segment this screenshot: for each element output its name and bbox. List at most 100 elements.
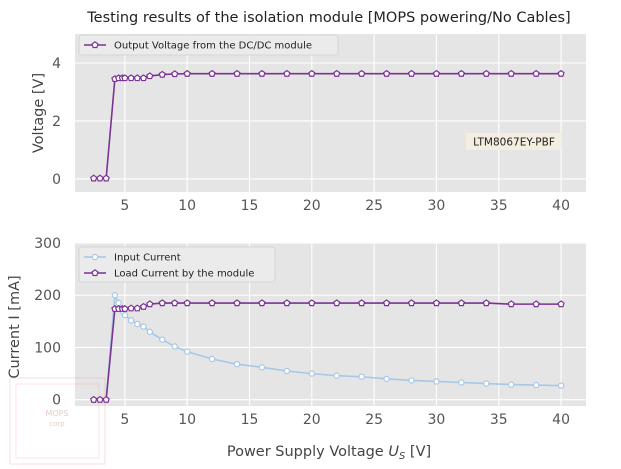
data-point xyxy=(482,69,490,77)
data-point xyxy=(115,299,122,307)
data-point xyxy=(111,292,119,299)
current-y-axis-label: Current I [mA] xyxy=(7,275,23,378)
data-point xyxy=(333,299,341,307)
annotation-text: LTM8067EY-PBF xyxy=(473,137,555,149)
data-point xyxy=(139,302,148,310)
data-point xyxy=(283,299,291,307)
data-point xyxy=(382,299,391,307)
legend-entry-output-voltage: Output Voltage from the DC/DC module xyxy=(84,41,312,52)
watermark-inner-frame xyxy=(15,383,100,459)
data-point xyxy=(432,299,441,307)
data-point xyxy=(258,364,266,371)
legend-label: Input Current xyxy=(114,253,181,264)
data-point xyxy=(407,69,416,77)
data-point xyxy=(102,395,110,403)
data-point xyxy=(333,372,340,379)
current-x-axis-label: Power Supply Voltage US [V] xyxy=(227,444,431,462)
x-tick-label: 30 xyxy=(428,198,446,214)
data-point xyxy=(258,299,266,307)
data-point xyxy=(171,70,179,78)
current-y-ticks: 0 100 200 300 xyxy=(34,236,61,409)
voltage-x-ticks: 5 10 15 20 25 30 35 40 xyxy=(120,198,570,214)
y-tick-label: 4 xyxy=(52,56,61,72)
voltage-chart: 5 10 15 20 25 30 35 40 0 2 4 Voltage [V] LTM8067E… xyxy=(31,34,586,214)
data-point xyxy=(557,69,565,77)
x-tick-label: 30 xyxy=(428,412,446,428)
data-point xyxy=(146,300,154,308)
data-point xyxy=(557,382,565,389)
data-point xyxy=(133,74,141,82)
data-point xyxy=(233,361,241,368)
data-point xyxy=(158,299,166,307)
data-point xyxy=(258,69,266,77)
data-point xyxy=(134,320,141,328)
data-point xyxy=(408,377,415,384)
watermark-logo: MOPS corp xyxy=(9,377,106,465)
data-point xyxy=(432,69,441,77)
series-load-current-by-the-module xyxy=(90,299,565,403)
data-point xyxy=(308,370,316,377)
legend-entry-load-current: Load Current by the module xyxy=(84,269,254,280)
data-point xyxy=(532,381,540,389)
data-point xyxy=(233,69,241,77)
voltage-plot-area xyxy=(75,34,586,192)
data-point xyxy=(283,69,291,77)
data-point xyxy=(208,355,216,363)
current-chart: 5 10 15 20 25 30 35 40 0 100 200 300 Current I [mA… xyxy=(7,236,586,462)
x-tick-label: 5 xyxy=(120,198,129,214)
legend-swatch-marker xyxy=(91,41,99,49)
data-point xyxy=(146,72,154,80)
data-point xyxy=(171,343,178,350)
y-tick-label: 0 xyxy=(52,172,61,188)
data-point xyxy=(183,299,191,307)
x-tick-label: 25 xyxy=(365,198,383,214)
watermark-text-2: corp xyxy=(49,420,65,428)
data-point xyxy=(171,299,179,307)
legend-label: Output Voltage from the DC/DC module xyxy=(114,41,312,52)
x-tick-label: 15 xyxy=(241,198,259,214)
y-tick-label: 200 xyxy=(34,288,61,304)
current-grid xyxy=(75,242,586,406)
current-series xyxy=(90,292,565,403)
current-x-ticks: 5 10 15 20 25 30 35 40 xyxy=(120,412,570,428)
y-tick-label: 300 xyxy=(34,236,61,252)
y-tick-label: 0 xyxy=(52,393,61,409)
data-point xyxy=(333,69,341,77)
data-point xyxy=(133,304,141,312)
data-point xyxy=(532,300,540,308)
data-point xyxy=(127,74,135,82)
data-point xyxy=(383,375,390,383)
data-point xyxy=(358,69,366,77)
data-point xyxy=(382,69,391,77)
data-point xyxy=(183,69,191,77)
data-point xyxy=(96,395,104,403)
current-legend: Input Current Load Current by the module xyxy=(78,246,276,283)
watermark-frame xyxy=(9,377,106,465)
x-tick-label: 10 xyxy=(178,412,196,428)
x-tick-label: 35 xyxy=(490,198,508,214)
data-point xyxy=(146,328,153,336)
x-tick-label: 10 xyxy=(178,198,196,214)
data-point xyxy=(233,299,241,307)
data-point xyxy=(507,69,515,77)
data-point xyxy=(458,379,465,386)
data-point xyxy=(158,70,166,78)
voltage-legend-box xyxy=(78,34,339,56)
watermark-text-1: MOPS xyxy=(45,409,68,418)
data-point xyxy=(208,69,216,77)
data-point xyxy=(90,174,98,182)
legend-entry-input-current: Input Current xyxy=(84,253,181,264)
x-tick-label: 5 xyxy=(120,412,129,428)
voltage-y-ticks: 0 2 4 xyxy=(52,56,61,188)
current-legend-box xyxy=(78,246,276,283)
data-point xyxy=(483,380,490,387)
voltage-grid xyxy=(75,34,586,192)
data-point xyxy=(407,299,416,307)
annotation-box xyxy=(466,133,562,150)
voltage-series xyxy=(90,69,565,182)
series-output-voltage-from-the-dc-dc-module xyxy=(90,69,565,182)
data-point xyxy=(121,74,129,82)
data-point xyxy=(308,299,316,307)
legend-swatch-marker xyxy=(91,269,99,277)
